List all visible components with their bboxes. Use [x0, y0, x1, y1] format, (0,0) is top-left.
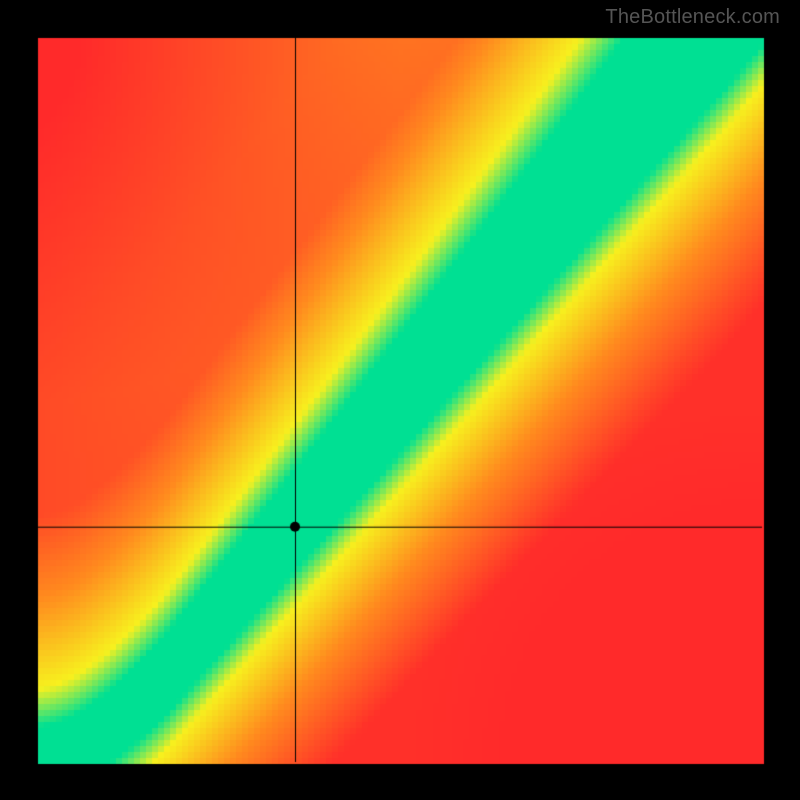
- bottleneck-heatmap: [0, 0, 800, 800]
- chart-container: TheBottleneck.com: [0, 0, 800, 800]
- watermark-text: TheBottleneck.com: [605, 6, 780, 29]
